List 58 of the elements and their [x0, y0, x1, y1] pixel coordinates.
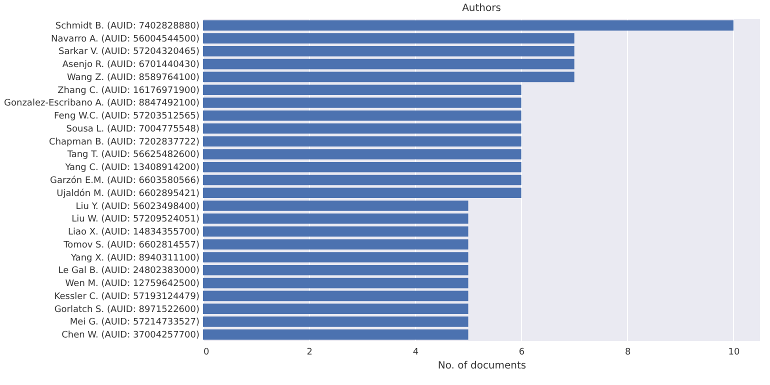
x-tick-label: 2 — [306, 348, 312, 358]
x-tick-label: 0 — [204, 348, 210, 358]
bar — [203, 149, 522, 160]
bar — [203, 200, 468, 211]
y-tick-label: Le Gal B. (AUID: 24802383000) — [58, 266, 200, 276]
bar — [203, 123, 522, 134]
bar — [203, 110, 522, 121]
y-tick-label: Garzón E.M. (AUID: 6603580566) — [50, 175, 200, 186]
bar — [203, 316, 468, 327]
y-tick-label: Wen M. (AUID: 12759642500) — [65, 279, 200, 290]
bar — [203, 252, 468, 262]
bar — [203, 226, 468, 237]
y-tick-label: Liu Y. (AUID: 56023498400) — [76, 202, 200, 212]
bar — [203, 98, 522, 108]
y-tick-label: Sarkar V. (AUID: 57204320465) — [58, 47, 200, 58]
y-tick-label: Kessler C. (AUID: 57193124479) — [54, 292, 200, 302]
y-tick-label: Chen W. (AUID: 37004257700) — [62, 330, 200, 341]
bar — [203, 72, 574, 82]
y-tick-label: Liu W. (AUID: 57209524051) — [72, 214, 200, 225]
bar — [203, 46, 574, 56]
y-tick-label: Asenjo R. (AUID: 6701440430) — [62, 60, 200, 70]
y-tick-label: Gonzalez-Escribano A. (AUID: 8847492100) — [4, 98, 200, 109]
x-axis-title: No. of documents — [438, 360, 526, 372]
bar — [203, 329, 468, 340]
bar — [203, 20, 734, 31]
y-tick-label: Navarro A. (AUID: 56004544500) — [51, 34, 200, 44]
bar — [203, 265, 468, 276]
y-tick-label: Tang T. (AUID: 56625482600) — [66, 150, 200, 160]
y-tick-label: Feng W.C. (AUID: 57203512565) — [54, 112, 200, 122]
y-tick-label: Chapman B. (AUID: 7202837722) — [49, 137, 200, 148]
y-tick-label: Gorlatch S. (AUID: 8971522600) — [54, 304, 200, 315]
x-tick-label: 6 — [518, 348, 525, 358]
y-tick-label: Schmidt B. (AUID: 7402828880) — [55, 21, 200, 32]
y-tick-label: Tomov S. (AUID: 6602814557) — [62, 240, 200, 250]
y-tick-label: Liao X. (AUID: 14834355700) — [68, 228, 200, 238]
bar — [203, 290, 468, 302]
bar — [203, 278, 468, 288]
bar — [203, 239, 468, 250]
chart-title: Authors — [462, 3, 501, 14]
bar — [203, 58, 574, 70]
bar — [203, 174, 522, 186]
bar — [203, 84, 522, 95]
y-tick-label: Wang Z. (AUID: 8589764100) — [66, 72, 200, 83]
x-tick-label: 8 — [625, 348, 632, 358]
bar — [203, 33, 574, 44]
bar — [203, 136, 522, 147]
y-tick-label: Yang C. (AUID: 13408914200) — [64, 163, 200, 174]
x-tick-label: 10 — [728, 348, 740, 358]
y-tick-label: Zhang C. (AUID: 16176971900) — [58, 86, 200, 96]
bar — [203, 304, 468, 314]
y-tick-label: Yang X. (AUID: 8940311100) — [70, 253, 200, 264]
bar — [203, 188, 522, 198]
x-tick-label: 4 — [412, 348, 419, 358]
y-tick-label: Sousa L. (AUID: 7004775548) — [66, 124, 200, 134]
bar — [203, 162, 522, 172]
y-tick-label: Ujaldón M. (AUID: 6602895421) — [56, 188, 200, 199]
bar — [203, 213, 468, 224]
y-tick-label: Mei G. (AUID: 57214733527) — [70, 318, 200, 328]
